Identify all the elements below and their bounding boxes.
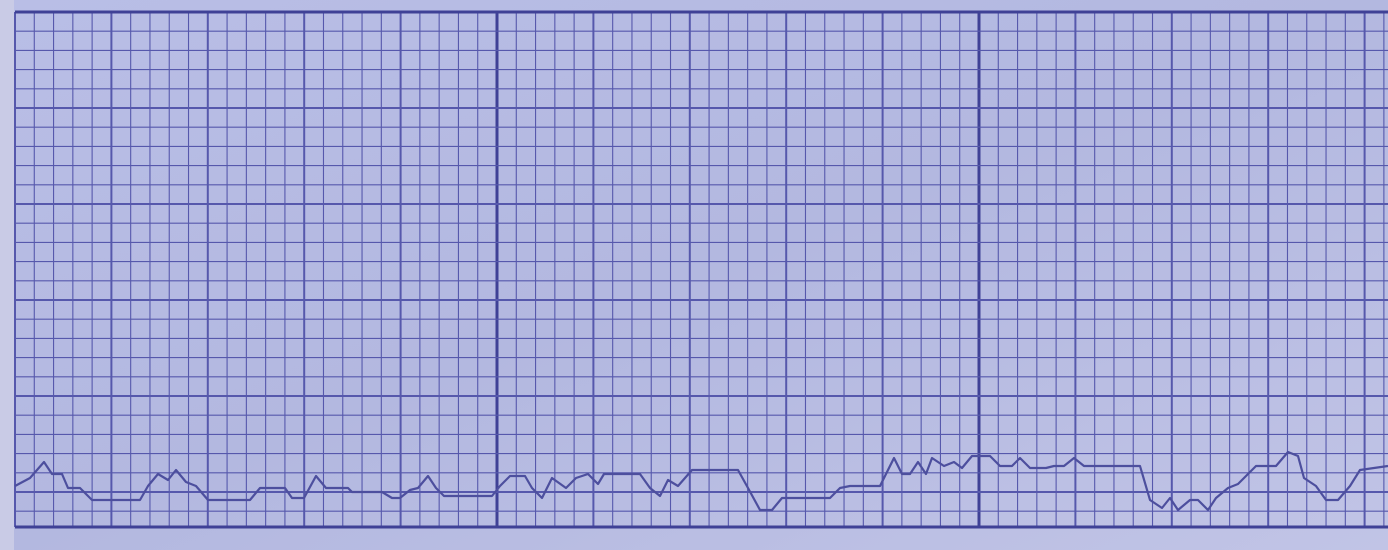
ecg-trace	[14, 450, 1388, 512]
grid	[14, 10, 1388, 529]
paper-margin	[0, 0, 14, 550]
